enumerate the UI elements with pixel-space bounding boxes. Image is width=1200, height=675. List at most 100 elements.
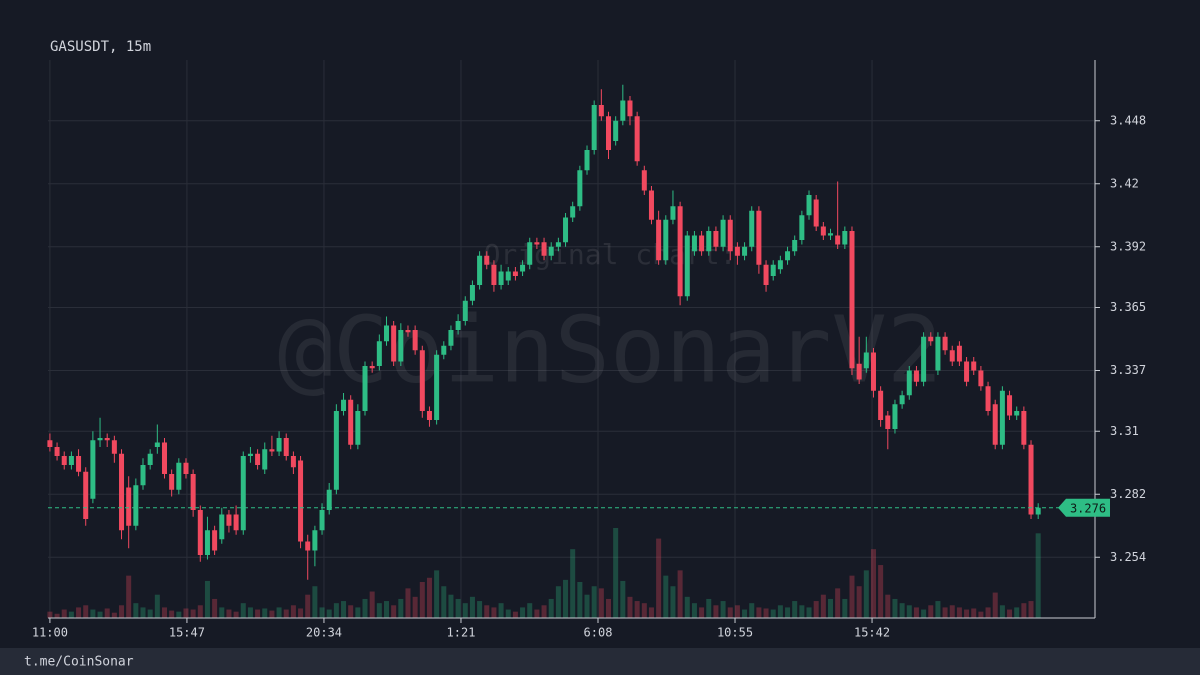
candle-body (512, 271, 518, 276)
volume-bar (835, 588, 841, 618)
volume-bar (104, 608, 110, 618)
volume-bar (627, 596, 633, 618)
volume-bar (419, 582, 425, 618)
volume-bar (434, 570, 440, 618)
candle-body (964, 361, 970, 382)
candle-body (785, 251, 791, 261)
candle-body (226, 514, 232, 526)
candle-body (1014, 411, 1020, 416)
candle-body (792, 240, 798, 252)
volume-bar (326, 609, 332, 618)
volume-bar (584, 594, 590, 618)
volume-bar (484, 605, 490, 618)
volume-bar (405, 588, 411, 618)
candle-body (956, 345, 962, 362)
candle-body (176, 462, 182, 490)
volume-bar (348, 605, 354, 618)
y-tick-label: 3.448 (1110, 113, 1146, 127)
volume-bar (520, 607, 526, 618)
volume-bar (197, 605, 203, 618)
candle-body (742, 246, 748, 256)
candle-body (878, 390, 884, 420)
x-tick-label: 6:08 (584, 626, 613, 640)
volume-bar (140, 607, 146, 618)
candle-body (498, 271, 504, 285)
candle-body (240, 456, 246, 531)
volume-bar (455, 598, 461, 618)
volume-bar (176, 611, 182, 618)
candles (47, 84, 1041, 580)
candle-body (61, 456, 67, 465)
candle-body (899, 395, 905, 405)
candle-body (620, 100, 626, 121)
candle-body (999, 390, 1005, 445)
y-tick-label: 3.282 (1110, 487, 1146, 501)
volume-bar (870, 549, 876, 618)
volume-bar (247, 607, 253, 618)
candle-body (978, 370, 984, 387)
volume-bar (949, 605, 955, 618)
candle-body (169, 474, 175, 490)
volume-bar (706, 598, 712, 618)
candle-body (462, 300, 468, 321)
volume-bar (269, 610, 275, 618)
candle-body (90, 440, 96, 499)
volume-bar (83, 605, 89, 618)
y-tick-label: 3.365 (1110, 300, 1146, 314)
volume-bar (598, 588, 604, 618)
volume-bar (240, 603, 246, 618)
volume-bar (369, 591, 375, 618)
volume-bar (398, 598, 404, 618)
candle-body (441, 345, 447, 355)
volume-bar (999, 605, 1005, 618)
y-tick-label: 3.392 (1110, 239, 1146, 253)
volume-bar (319, 607, 325, 618)
candle-body (276, 438, 282, 452)
volume-bar (799, 605, 805, 618)
candle-body (262, 449, 268, 470)
candle-body (563, 217, 569, 243)
candle-body (985, 386, 991, 411)
volume-bar (469, 596, 475, 618)
volume-bar (298, 608, 304, 618)
volume-bar (770, 609, 776, 618)
candle-body (942, 336, 948, 351)
volume-bar (985, 607, 991, 618)
candle-body (484, 255, 490, 265)
candle-body (691, 235, 697, 252)
candle-body (426, 411, 432, 420)
volume-bar (527, 603, 533, 618)
candle-body (140, 465, 146, 486)
y-tick-label: 3.254 (1110, 550, 1146, 564)
candle-body (298, 460, 304, 542)
volume-bar (570, 549, 576, 618)
candle-body (398, 330, 404, 362)
volume-bar (154, 594, 160, 618)
candle-body (541, 242, 547, 256)
volume-bar (663, 575, 669, 618)
volume-bar (677, 570, 683, 618)
candle-body (720, 219, 726, 247)
candle-body (161, 442, 167, 474)
volume-bar (219, 607, 225, 618)
volume-bar (620, 580, 626, 618)
volume-bar (699, 607, 705, 618)
volume-bar (827, 598, 834, 618)
candle-body (54, 447, 60, 456)
volume-bar (290, 605, 296, 618)
volume-bar (656, 538, 662, 618)
volume-bar (806, 607, 812, 618)
volume-bar (255, 609, 261, 618)
volume-bar (90, 609, 96, 618)
x-tick-label: 10:55 (717, 626, 753, 640)
candle-body (190, 474, 196, 510)
candle-body (949, 350, 955, 362)
volume-bar (713, 605, 719, 618)
candle-body (305, 541, 311, 551)
volume-bar (491, 607, 497, 618)
volume-bar (505, 609, 511, 618)
volume-bar (670, 586, 676, 618)
candle-body (469, 285, 475, 301)
candle-body (570, 206, 576, 218)
